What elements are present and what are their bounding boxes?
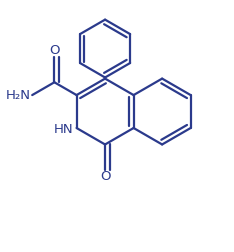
Text: O: O	[100, 170, 110, 183]
Text: H₂N: H₂N	[6, 88, 31, 102]
Text: HN: HN	[54, 123, 73, 136]
Text: O: O	[49, 44, 60, 56]
